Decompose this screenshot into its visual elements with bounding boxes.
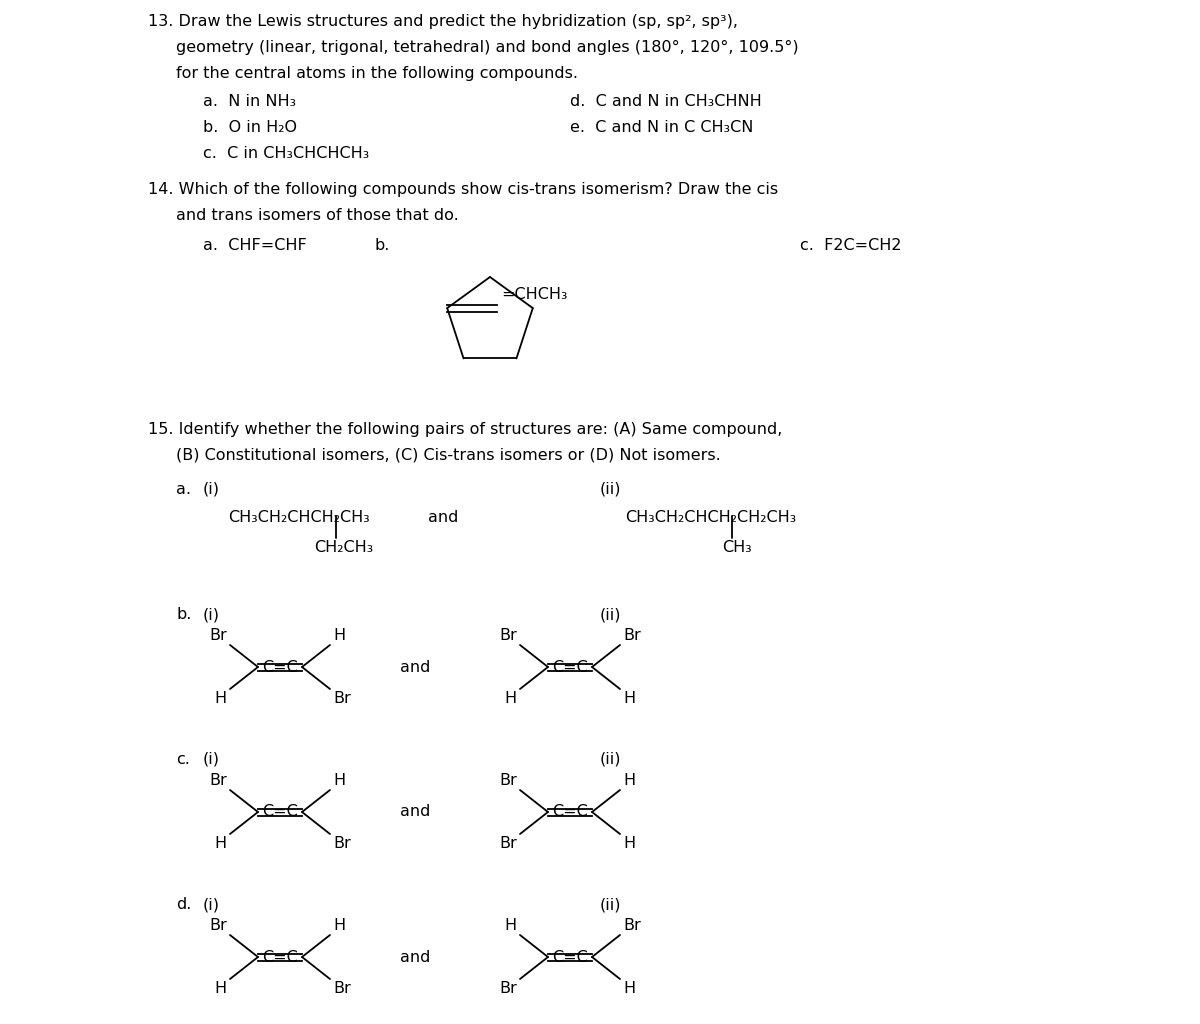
Text: 14. Which of the following compounds show cis-trans isomerism? Draw the cis: 14. Which of the following compounds sho… [148,182,778,197]
Text: a.: a. [176,482,191,497]
Text: C=C: C=C [552,949,588,965]
Text: 13. Draw the Lewis structures and predict the hybridization (sp, sp², sp³),: 13. Draw the Lewis structures and predic… [148,14,738,29]
Text: d.  C and N in CH₃CHNH: d. C and N in CH₃CHNH [570,94,762,109]
Text: (ii): (ii) [600,752,622,767]
Text: Br: Br [334,691,350,706]
Text: Br: Br [209,628,227,643]
Text: for the central atoms in the following compounds.: for the central atoms in the following c… [176,66,578,81]
Text: H: H [623,981,635,996]
Text: (ii): (ii) [600,482,622,497]
Text: c.  F2C=CH2: c. F2C=CH2 [800,238,901,253]
Text: C=C: C=C [552,805,588,819]
Text: and: and [400,805,431,819]
Text: C=C: C=C [262,805,298,819]
Text: d.: d. [176,897,191,912]
Text: Br: Br [499,836,517,851]
Text: and: and [400,659,431,675]
Text: H: H [334,918,346,933]
Text: H: H [623,836,635,851]
Text: Br: Br [623,628,641,643]
Text: C=C: C=C [262,659,298,675]
Text: H: H [215,691,227,706]
Text: c.: c. [176,752,190,767]
Text: (ii): (ii) [600,897,622,912]
Text: H: H [215,981,227,996]
Text: b.: b. [374,238,390,253]
Text: H: H [334,628,346,643]
Text: H: H [623,691,635,706]
Text: (B) Constitutional isomers, (C) Cis-trans isomers or (D) Not isomers.: (B) Constitutional isomers, (C) Cis-tran… [176,449,721,463]
Text: c.  C in CH₃CHCHCH₃: c. C in CH₃CHCHCH₃ [203,146,370,161]
Text: CH₃CH₂CHCH₂CH₂CH₃: CH₃CH₂CHCH₂CH₂CH₃ [625,510,797,525]
Text: H: H [215,836,227,851]
Text: =CHCH₃: =CHCH₃ [502,287,568,302]
Text: a.  CHF=CHF: a. CHF=CHF [203,238,307,253]
Text: CH₃: CH₃ [722,540,751,555]
Text: Br: Br [209,773,227,788]
Text: and: and [400,949,431,965]
Text: H: H [623,773,635,788]
Text: Br: Br [623,918,641,933]
Text: a.  N in NH₃: a. N in NH₃ [203,94,296,109]
Text: H: H [505,918,517,933]
Text: e.  C and N in C CH₃CN: e. C and N in C CH₃CN [570,120,754,135]
Text: C=C: C=C [552,659,588,675]
Text: Br: Br [499,981,517,996]
Text: H: H [505,691,517,706]
Text: (i): (i) [203,897,220,912]
Text: CH₂CH₃: CH₂CH₃ [314,540,373,555]
Text: CH₃CH₂CHCH₂CH₃: CH₃CH₂CHCH₂CH₃ [228,510,370,525]
Text: Br: Br [499,628,517,643]
Text: Br: Br [334,981,350,996]
Text: (i): (i) [203,752,220,767]
Text: C=C: C=C [262,949,298,965]
Text: (ii): (ii) [600,607,622,622]
Text: Br: Br [499,773,517,788]
Text: geometry (linear, trigonal, tetrahedral) and bond angles (180°, 120°, 109.5°): geometry (linear, trigonal, tetrahedral)… [176,40,799,55]
Text: b.  O in H₂O: b. O in H₂O [203,120,298,135]
Text: Br: Br [334,836,350,851]
Text: b.: b. [176,607,191,622]
Text: and trans isomers of those that do.: and trans isomers of those that do. [176,208,458,223]
Text: Br: Br [209,918,227,933]
Text: and: and [428,510,458,525]
Text: H: H [334,773,346,788]
Text: (i): (i) [203,607,220,622]
Text: (i): (i) [203,482,220,497]
Text: 15. Identify whether the following pairs of structures are: (A) Same compound,: 15. Identify whether the following pairs… [148,422,782,437]
